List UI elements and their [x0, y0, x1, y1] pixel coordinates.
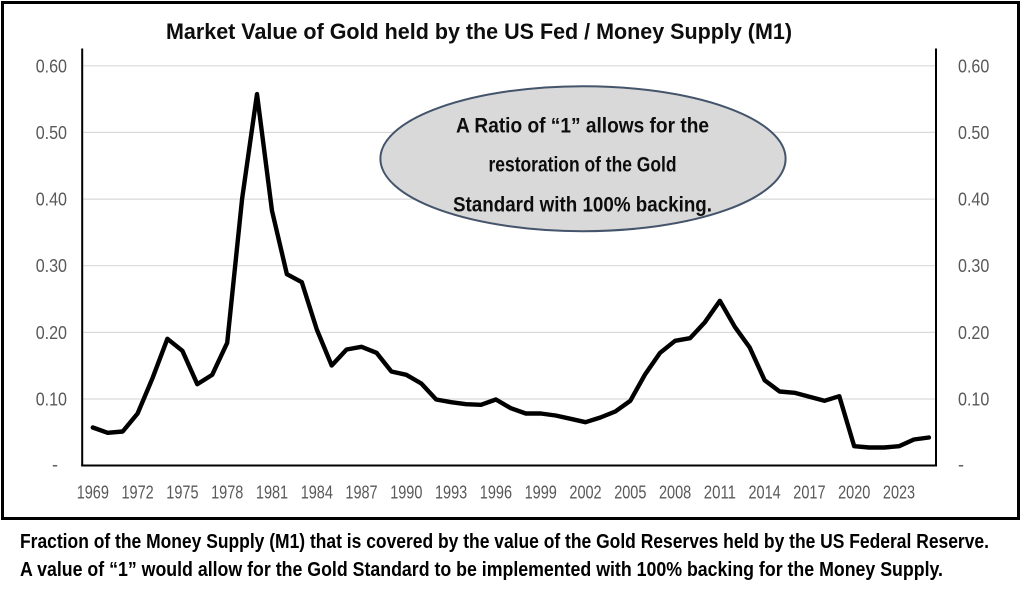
svg-text:2020: 2020	[838, 482, 870, 502]
svg-text:Standard with 100% backing.: Standard with 100% backing.	[453, 194, 712, 217]
svg-text:0.20: 0.20	[958, 323, 989, 343]
svg-text:0.50: 0.50	[36, 123, 67, 143]
svg-text:0.10: 0.10	[958, 390, 989, 410]
svg-text:1987: 1987	[345, 482, 377, 502]
svg-text:1969: 1969	[77, 482, 109, 502]
svg-text:0.30: 0.30	[958, 256, 989, 276]
svg-text:Fraction of the Money Supply (: Fraction of the Money Supply (M1) that i…	[20, 531, 989, 553]
svg-text:2017: 2017	[793, 482, 825, 502]
svg-text:0.30: 0.30	[36, 256, 67, 276]
svg-text:1999: 1999	[525, 482, 557, 502]
svg-text:1993: 1993	[435, 482, 467, 502]
svg-text:-: -	[958, 455, 964, 475]
svg-text:0.40: 0.40	[36, 190, 67, 210]
svg-text:2023: 2023	[883, 482, 915, 502]
svg-text:1975: 1975	[166, 482, 198, 502]
svg-text:Market Value of Gold held by t: Market Value of Gold held by the US Fed …	[166, 19, 792, 44]
svg-text:0.10: 0.10	[36, 390, 67, 410]
svg-text:2005: 2005	[614, 482, 646, 502]
svg-text:1984: 1984	[301, 482, 333, 502]
svg-text:1972: 1972	[122, 482, 154, 502]
svg-text:0.60: 0.60	[36, 56, 67, 76]
svg-text:1978: 1978	[211, 482, 243, 502]
svg-text:0.40: 0.40	[958, 190, 989, 210]
svg-text:A value of “1” would allow for: A value of “1” would allow for the Gold …	[20, 559, 943, 581]
svg-text:2011: 2011	[704, 482, 736, 502]
svg-text:2002: 2002	[569, 482, 601, 502]
svg-text:1981: 1981	[256, 482, 288, 502]
svg-text:0.50: 0.50	[958, 123, 989, 143]
svg-text:1990: 1990	[390, 482, 422, 502]
svg-text:-: -	[52, 455, 58, 475]
svg-text:0.60: 0.60	[958, 56, 989, 76]
svg-text:2014: 2014	[749, 482, 781, 502]
svg-text:A Ratio of “1” allows for the: A Ratio of “1” allows for the	[456, 115, 709, 138]
svg-text:0.20: 0.20	[36, 323, 67, 343]
svg-text:restoration of the Gold: restoration of the Gold	[489, 154, 677, 177]
svg-text:2008: 2008	[659, 482, 691, 502]
svg-text:1996: 1996	[480, 482, 512, 502]
